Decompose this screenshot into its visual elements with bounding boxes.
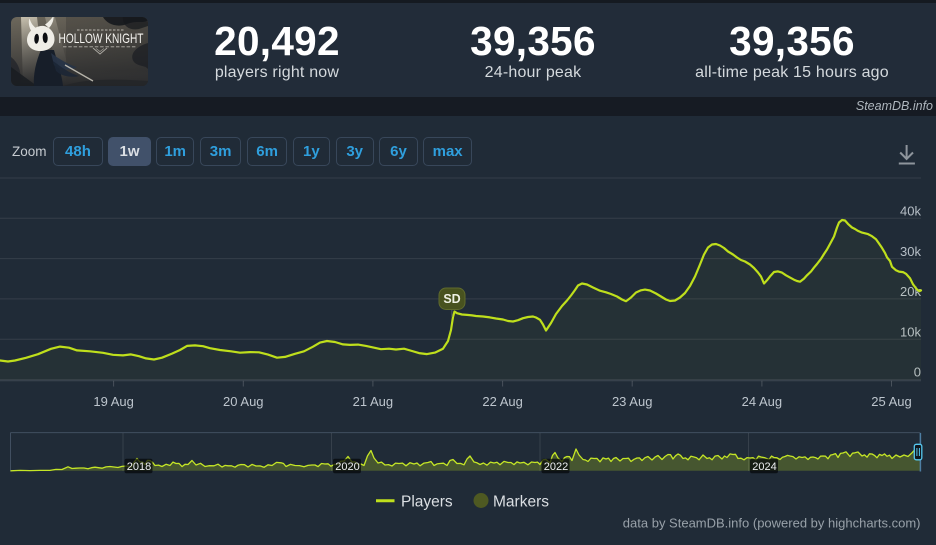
svg-text:2024: 2024	[752, 461, 776, 473]
svg-text:24 Aug: 24 Aug	[742, 394, 783, 409]
svg-text:19 Aug: 19 Aug	[93, 394, 134, 409]
svg-text:30k: 30k	[900, 244, 921, 259]
svg-text:40k: 40k	[900, 204, 921, 219]
svg-text:22 Aug: 22 Aug	[482, 394, 523, 409]
svg-text:25 Aug: 25 Aug	[871, 394, 912, 409]
svg-text:20 Aug: 20 Aug	[223, 394, 264, 409]
svg-text:SD: SD	[443, 292, 460, 306]
svg-text:data by SteamDB.info (powered: data by SteamDB.info (powered by highcha…	[623, 516, 921, 531]
svg-text:2022: 2022	[544, 461, 568, 473]
svg-text:Markers: Markers	[493, 494, 549, 511]
svg-text:10k: 10k	[900, 324, 921, 339]
svg-text:0: 0	[914, 365, 921, 380]
svg-text:23 Aug: 23 Aug	[612, 394, 653, 409]
svg-text:2018: 2018	[127, 461, 151, 473]
svg-text:HOLLOW KNIGHT: HOLLOW KNIGHT	[59, 30, 144, 46]
svg-text:2020: 2020	[335, 461, 359, 473]
svg-text:Players: Players	[401, 494, 453, 511]
svg-text:21 Aug: 21 Aug	[353, 394, 394, 409]
